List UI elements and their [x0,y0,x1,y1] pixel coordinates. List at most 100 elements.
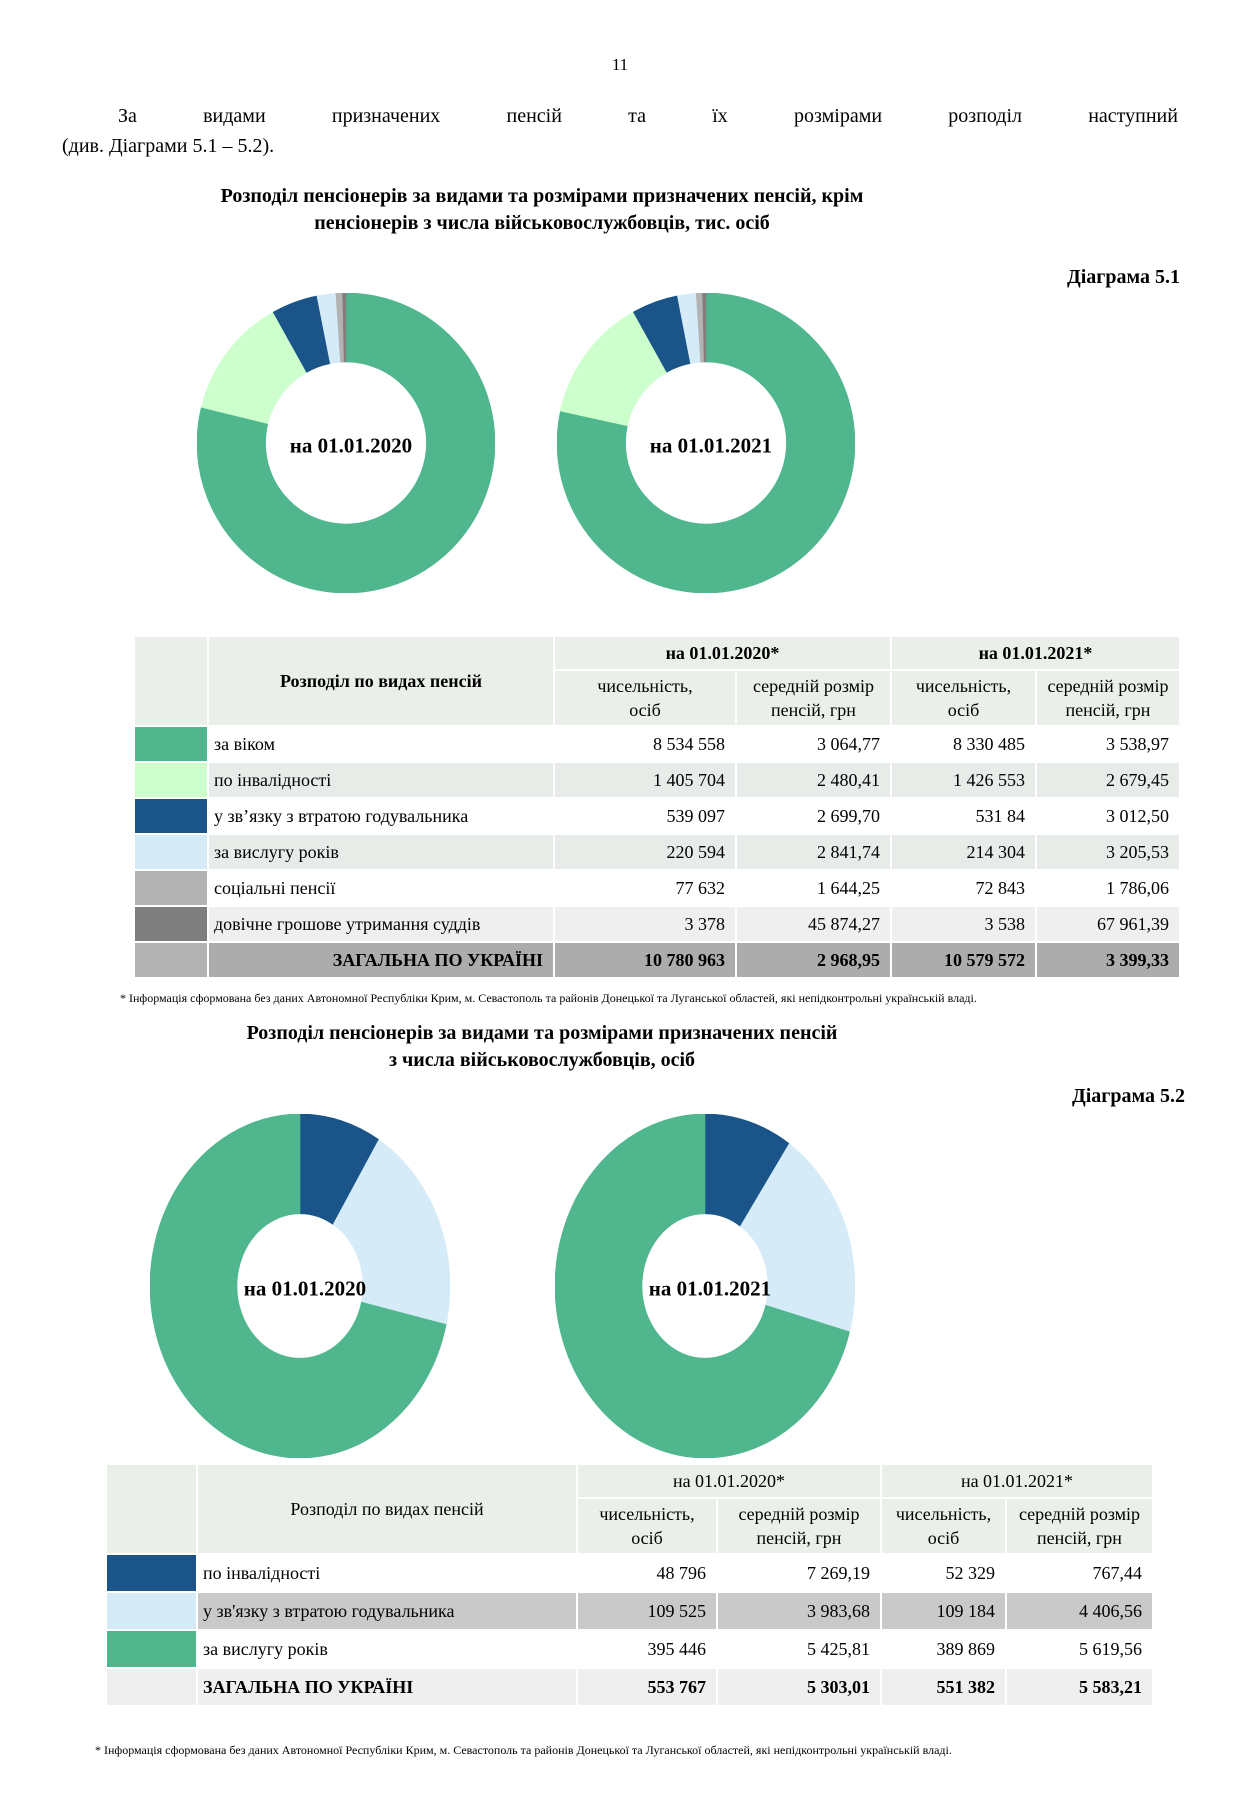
total-row: ЗАГАЛЬНА ПО УКРАЇНІ 553 767 5 303,01 551 38… [105,1667,1154,1707]
intro-line-1: За видами призначених пенсій та їх розмірами ро… [0,101,1240,131]
row-label: по інвалідності [196,1553,578,1593]
total-value: 10 780 963 [553,941,737,979]
diagram-5-2-title-line2: з числа військовослужбовців, осіб [388,1049,696,1071]
intro-line-2: (див. Діаграми 5.1 – 5.2). [62,135,275,157]
row-label: за віком [207,725,555,763]
header-sub_avg: середній розмір пенсій, грн [735,669,892,727]
donut-chart-5-2-2021: на 01.01.2021 [555,1114,855,1458]
row-value: 4 406,56 [1005,1591,1154,1631]
donut-chart-5-2-2020: на 01.01.2020 [150,1114,450,1458]
row-value: 1 644,25 [735,869,892,907]
row-value: 539 097 [553,797,737,835]
pension-table-diagram-5-1: Розподіл по видах пенсій на 01.01.2020* на… [133,635,1240,979]
header-sub_count: чисельність, осіб [890,669,1037,727]
row-value: 2 480,41 [735,761,892,799]
row-value: 1 426 553 [890,761,1037,799]
total-row: ЗАГАЛЬНА ПО УКРАЇНІ 10 780 963 2 968,95 10 … [133,941,1181,979]
diagram-5-1-label: Діаграма 5.1 [1066,266,1180,288]
row-color-swatch [105,1553,198,1593]
header-swatch-cell [105,1463,198,1555]
header-label: Розподіл по видах пенсій [207,635,555,727]
donut-center-label: на 01.01.2020 [243,1276,367,1301]
total-value: 553 767 [576,1667,718,1707]
intro-word: видами [203,105,266,127]
row-value: 395 446 [576,1629,718,1669]
header-sub_count: чисельність, осіб [553,669,737,727]
pension-table-diagram-5-2: Розподіл по видах пенсій на 01.01.2020* на… [105,1463,1240,1707]
intro-word: їх [712,105,728,127]
row-color-swatch [133,905,209,943]
row-value: 45 874,27 [735,905,892,943]
row-value: 3 538 [890,905,1037,943]
intro-word: наступний [1088,105,1178,127]
footnote-diagram-5-1: * Інформація сформована без даних Автоно… [120,991,977,1005]
row-value: 52 329 [880,1553,1007,1593]
table-row: у зв'язку з втратою годувальника 109 525 3… [105,1591,1154,1631]
total-swatch [133,941,209,979]
diagram-5-2-label: Діаграма 5.2 [1071,1085,1185,1107]
donut-chart-5-1-2020: на 01.01.2020 [197,293,495,593]
total-value: 10 579 572 [890,941,1037,979]
intro-word: та [628,105,647,127]
table-row: соціальні пенсії 77 632 1 644,25 72 843 1 78… [133,869,1181,907]
donut-center-label: на 01.01.2021 [648,1276,772,1301]
header-sub_count: чисельність, осіб [880,1497,1007,1555]
total-swatch [105,1667,198,1707]
row-value: 3 064,77 [735,725,892,763]
row-value: 67 961,39 [1035,905,1181,943]
row-value: 5 425,81 [716,1629,882,1669]
total-label: ЗАГАЛЬНА ПО УКРАЇНІ [207,941,555,979]
row-value: 8 330 485 [890,725,1037,763]
intro-word: розмірами [793,105,883,127]
donut-svg [557,293,855,593]
row-color-swatch [133,833,209,871]
table-row: за вислугу років 220 594 2 841,74 214 304 3 … [133,833,1181,871]
row-value: 2 841,74 [735,833,892,871]
row-value: 72 843 [890,869,1037,907]
donut-slice-2 [555,1114,850,1458]
header-sub_avg: середній розмір пенсій, грн [716,1497,882,1555]
intro-word: За [118,105,137,127]
row-value: 5 619,56 [1005,1629,1154,1669]
row-value: 389 869 [880,1629,1007,1669]
row-color-swatch [133,797,209,835]
row-value: 1 405 704 [553,761,737,799]
footnote-diagram-5-2: * Інформація сформована без даних Автоно… [95,1743,952,1757]
total-value: 5 583,21 [1005,1667,1154,1707]
row-value: 109 184 [880,1591,1007,1631]
header-sub_count: чисельність, осіб [576,1497,718,1555]
header-label: Розподіл по видах пенсій [196,1463,578,1555]
row-value: 1 786,06 [1035,869,1181,907]
intro-word: призначених [331,105,441,127]
row-label: по інвалідності [207,761,555,799]
donut-slice-0 [557,293,855,593]
total-value: 2 968,95 [735,941,892,979]
row-value: 3 378 [553,905,737,943]
table-row: по інвалідності 48 796 7 269,19 52 329 767,4… [105,1553,1154,1593]
donut-chart-5-1-2021: на 01.01.2021 [557,293,855,593]
diagram-5-2-charts: на 01.01.2020 на 01.01.2021 [150,1114,1240,1458]
table-row: по інвалідності 1 405 704 2 480,41 1 426 55… [133,761,1181,799]
donut-slice-2 [150,1114,447,1458]
diagram-5-2-title: Розподіл пенсіонерів за видами та розмір… [63,1020,1021,1074]
row-color-swatch [133,761,209,799]
intro-word: пенсій [506,105,562,127]
total-value: 551 382 [880,1667,1007,1707]
row-label: за вислугу років [207,833,555,871]
row-value: 220 594 [553,833,737,871]
diagram-5-1-title-line2: пенсіонерів з числа військовослужбовців,… [314,212,770,234]
donut-slice-5 [702,293,707,363]
row-value: 3 205,53 [1035,833,1181,871]
donut-slice-0 [197,293,495,593]
intro-word: розподіл [948,105,1023,127]
row-color-swatch [105,1629,198,1669]
donut-slice-5 [342,293,347,363]
row-value: 3 983,68 [716,1591,882,1631]
row-color-swatch [133,725,209,763]
donut-svg [197,293,495,593]
diagram-5-2-title-line1: Розподіл пенсіонерів за видами та розмір… [246,1022,838,1044]
row-value: 48 796 [576,1553,718,1593]
header-group-2020: на 01.01.2020* [553,635,892,671]
row-color-swatch [105,1591,198,1631]
header-group-2021: на 01.01.2021* [890,635,1181,671]
